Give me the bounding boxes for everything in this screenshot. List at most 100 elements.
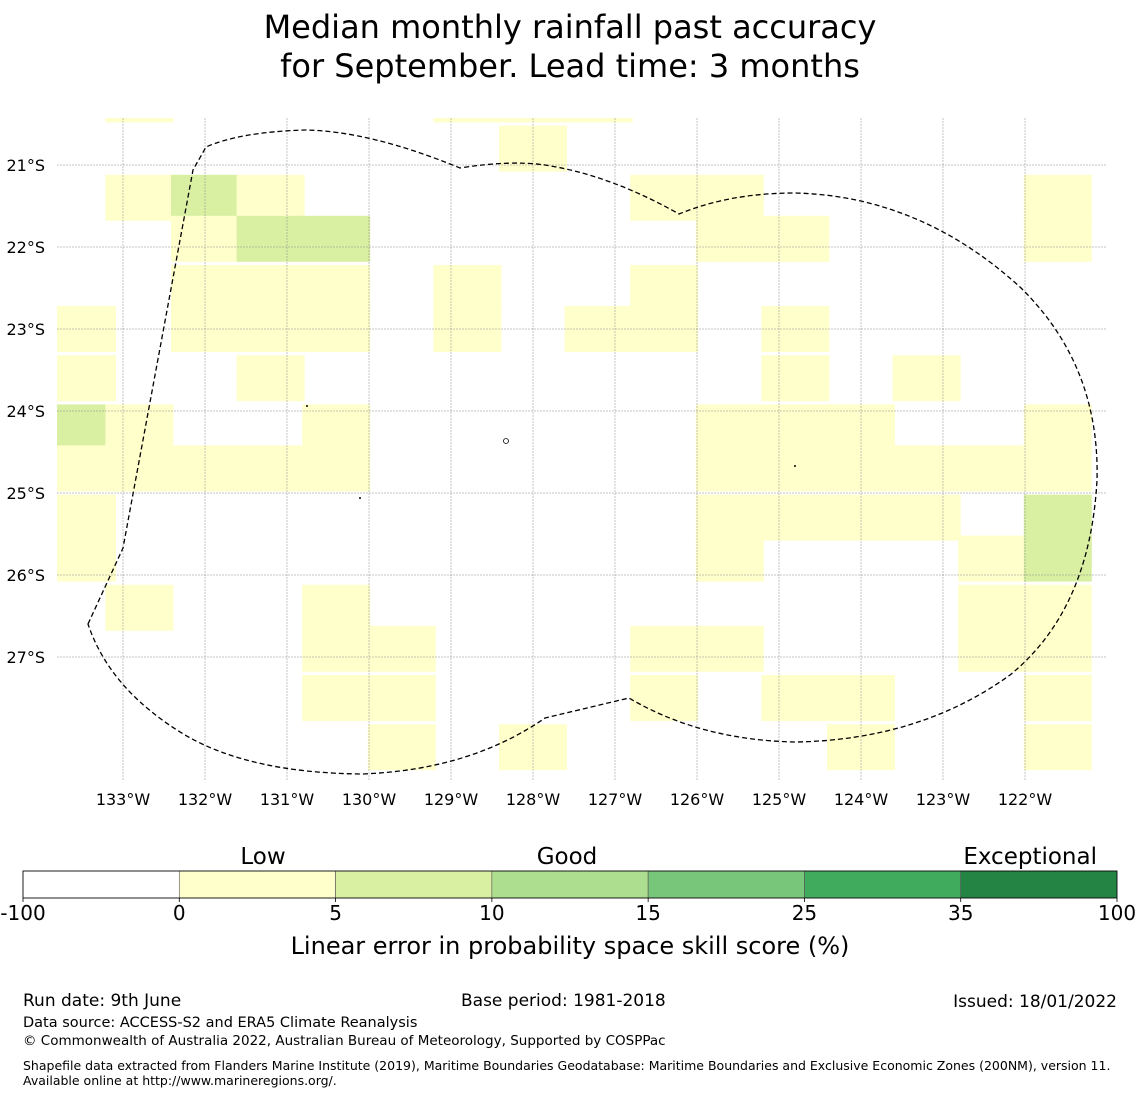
skill-cell xyxy=(1023,494,1092,541)
skill-cell xyxy=(105,118,174,123)
skill-cell xyxy=(630,174,699,221)
skill-cell xyxy=(958,535,1027,582)
skill-cell xyxy=(695,404,764,451)
legend-color-box xyxy=(491,870,649,899)
skill-cell xyxy=(761,355,830,402)
data-source: Data source: ACCESS-S2 and ERA5 Climate … xyxy=(23,1015,418,1031)
legend-color-box xyxy=(647,870,805,899)
skill-cell xyxy=(105,584,174,631)
legend-tick-label: 35 xyxy=(948,901,973,925)
island-outline xyxy=(306,405,308,407)
skill-cell xyxy=(433,265,502,311)
skill-cell xyxy=(761,215,830,262)
eez-boundary xyxy=(87,129,1098,775)
lon-label: 133°W xyxy=(96,790,151,809)
skill-cell xyxy=(892,445,961,492)
skill-cell xyxy=(958,584,1027,631)
legend-tick-labels: -100 0 5 10 15 25 35 100 xyxy=(0,898,1136,925)
lat-label: 27°S xyxy=(6,648,45,667)
skill-cell xyxy=(1023,535,1092,582)
map-title-line1: Median monthly rainfall past accuracy xyxy=(263,8,877,46)
skill-cell xyxy=(105,174,174,221)
lon-label: 131°W xyxy=(260,790,315,809)
skill-cell xyxy=(1023,215,1092,262)
shapefile-credit: Shapefile data extracted from Flanders M… xyxy=(23,1058,1111,1088)
lat-label: 24°S xyxy=(6,402,45,421)
skill-cell xyxy=(695,445,764,492)
skill-cell xyxy=(892,494,961,541)
legend-color-box xyxy=(960,870,1118,899)
lon-label: 125°W xyxy=(752,790,807,809)
latitude-labels: 21°S 22°S 23°S 24°S 25°S 26°S 27°S xyxy=(6,156,45,667)
copyright-notice: © Commonwealth of Australia 2022, Austra… xyxy=(23,1033,666,1049)
skill-map: 21°S22°S23°S24°S25°S26°S27°S 133°W 132°W 1… xyxy=(6,118,1106,809)
skill-cell xyxy=(105,404,174,451)
lon-label: 129°W xyxy=(424,790,479,809)
skill-cell xyxy=(302,675,371,721)
skill-cell xyxy=(302,215,371,262)
skill-cell xyxy=(499,118,567,123)
skill-cells-layer xyxy=(57,118,1092,771)
island-outline xyxy=(359,497,361,499)
skill-cell xyxy=(367,724,436,771)
skill-cell xyxy=(630,265,699,311)
lon-label: 126°W xyxy=(670,790,725,809)
skill-cell xyxy=(1023,174,1092,221)
skill-cell xyxy=(695,535,764,582)
skill-cell xyxy=(1023,584,1092,631)
legend-category-label: Exceptional xyxy=(963,844,1097,870)
island-outline xyxy=(503,438,509,444)
island-outline xyxy=(794,465,796,467)
skill-cell xyxy=(236,174,305,221)
legend-tick-label: 100 xyxy=(1098,901,1136,925)
legend-tick-label: 5 xyxy=(329,901,342,925)
skill-cell xyxy=(236,355,305,402)
skill-cell xyxy=(695,625,764,672)
legend-category-label: Low xyxy=(240,844,285,870)
lon-label: 130°W xyxy=(342,790,397,809)
skill-cell xyxy=(433,118,502,123)
skill-cell xyxy=(761,675,830,721)
base-period: Base period: 1981-2018 xyxy=(461,991,666,1011)
skill-cell xyxy=(302,265,371,311)
legend-color-box xyxy=(22,870,180,899)
skill-cell xyxy=(236,215,305,262)
legend-outline xyxy=(22,870,1118,899)
legend-axis-label: Linear error in probability space skill … xyxy=(291,932,850,960)
skill-cell xyxy=(1023,724,1092,771)
lon-label: 127°W xyxy=(588,790,643,809)
lat-label: 26°S xyxy=(6,566,45,585)
island-markers xyxy=(306,405,796,499)
legend-category-label: Good xyxy=(537,844,598,870)
issued-date: Issued: 18/01/2022 xyxy=(953,992,1117,1012)
skill-cell xyxy=(57,355,116,402)
skill-cell xyxy=(695,494,764,541)
legend-color-box xyxy=(335,870,493,899)
skill-cell xyxy=(302,625,371,672)
lon-label: 132°W xyxy=(178,790,233,809)
skill-cell xyxy=(1023,625,1092,672)
skill-cell xyxy=(761,404,830,451)
legend-tick-label: 25 xyxy=(792,901,817,925)
skill-cell xyxy=(695,174,764,221)
graticule xyxy=(57,118,1106,780)
skill-cell xyxy=(367,625,436,672)
skill-cell xyxy=(1023,404,1092,451)
skill-cell xyxy=(1023,675,1092,721)
skill-cell xyxy=(57,535,116,582)
skill-cell xyxy=(958,625,1027,672)
skill-cell xyxy=(236,265,305,311)
skill-cell xyxy=(1023,445,1092,492)
skill-cell xyxy=(630,675,699,721)
lat-label: 21°S xyxy=(6,156,45,175)
legend-tick-label: -100 xyxy=(0,901,45,925)
skill-cell xyxy=(367,675,436,721)
lat-label: 23°S xyxy=(6,320,45,339)
legend-colorbar: Low Good Exceptional -100 0 5 10 15 25 35 100 Lin… xyxy=(0,844,1136,960)
skill-cell xyxy=(827,445,895,492)
lon-label: 122°W xyxy=(998,790,1053,809)
skill-cell xyxy=(236,445,305,492)
skill-cell xyxy=(57,494,116,541)
skill-cell xyxy=(958,445,1027,492)
longitude-labels: 133°W 132°W 131°W 130°W 129°W 128°W 127°W 126°W… xyxy=(96,790,1053,809)
